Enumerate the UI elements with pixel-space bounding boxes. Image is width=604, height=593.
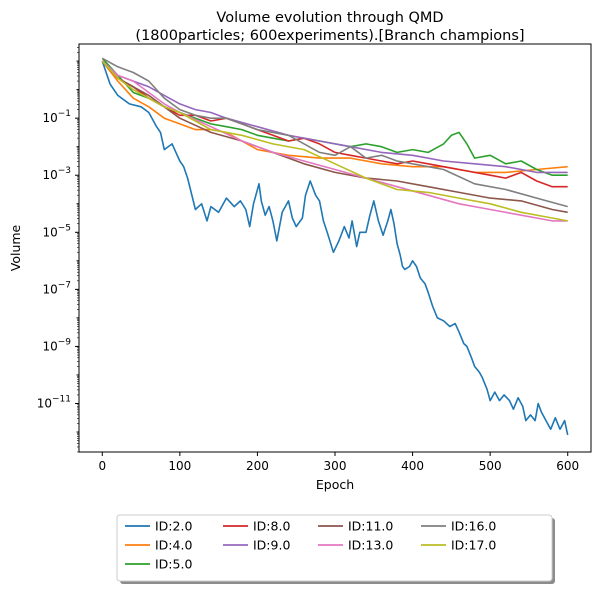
legend-label: ID:9.0 bbox=[253, 538, 290, 553]
legend-label: ID:13.0 bbox=[348, 538, 393, 553]
chart-subtitle: (1800particles; 600experiments).[Branch … bbox=[135, 28, 524, 44]
legend-label: ID:2.0 bbox=[155, 519, 192, 534]
legend-frame bbox=[116, 514, 553, 582]
series-line-5 bbox=[101, 60, 568, 214]
x-tick-label: 300 bbox=[324, 459, 347, 473]
legend-label: ID:8.0 bbox=[253, 519, 290, 534]
y-tick-label: 10−7 bbox=[42, 280, 71, 296]
legend: ID:2.0 ID:4.0 ID:5.0 ID:8.0 ID:9.0 ID:11.0 ID:… bbox=[116, 514, 555, 584]
y-tick-label: 10−9 bbox=[42, 337, 71, 353]
chart-title: Volume evolution through QMD bbox=[216, 10, 443, 26]
x-axis-label: Epoch bbox=[316, 477, 354, 492]
legend-label: ID:4.0 bbox=[155, 538, 192, 553]
series-line-3 bbox=[101, 60, 568, 188]
series-line-7 bbox=[101, 57, 568, 208]
legend-label: ID:5.0 bbox=[155, 557, 192, 572]
x-tick-label: 100 bbox=[168, 459, 191, 473]
x-tick-label: 600 bbox=[556, 459, 579, 473]
legend-label: ID:11.0 bbox=[348, 519, 393, 534]
x-axis-ticks: 0 100 200 300 400 500 600 bbox=[98, 452, 579, 473]
series-line-6 bbox=[101, 60, 568, 222]
y-tick-label: 10−5 bbox=[42, 223, 71, 239]
y-tick-label: 10−11 bbox=[37, 394, 71, 410]
y-tick-label: 10−1 bbox=[42, 109, 71, 125]
series-line-8 bbox=[101, 60, 568, 222]
x-tick-label: 500 bbox=[479, 459, 502, 473]
legend-label: ID:16.0 bbox=[451, 519, 496, 534]
x-tick-label: 0 bbox=[98, 459, 106, 473]
y-tick-label: 10−3 bbox=[42, 166, 71, 182]
y-axis-ticks: 10−11 10−9 10−7 10−5 10−3 10−1 bbox=[37, 47, 79, 453]
series-line-0 bbox=[101, 60, 569, 436]
y-axis-label: Volume bbox=[8, 224, 23, 271]
x-tick-label: 400 bbox=[401, 459, 424, 473]
series-line-4 bbox=[101, 60, 568, 174]
legend-label: ID:17.0 bbox=[451, 538, 496, 553]
x-tick-label: 200 bbox=[246, 459, 269, 473]
plot-lines bbox=[101, 57, 569, 436]
